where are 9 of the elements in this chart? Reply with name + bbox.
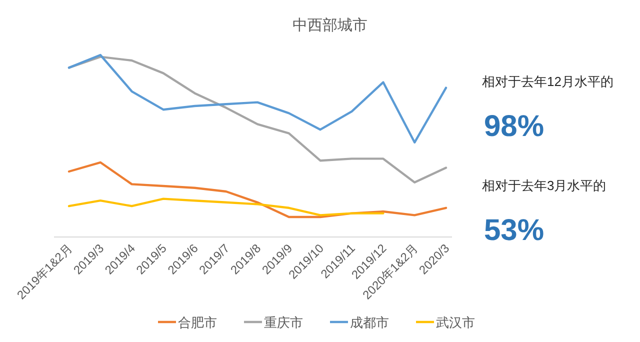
- text: 相对于去年3月水平的: [482, 178, 606, 193]
- text: 相对于去年12月水平的: [482, 74, 614, 89]
- legend-label: 重庆市: [264, 315, 303, 330]
- legend-label: 武汉市: [436, 315, 475, 330]
- legend-label: 成都市: [350, 315, 389, 330]
- chart-title: 中西部城市: [292, 17, 368, 34]
- text: 53%: [484, 214, 544, 247]
- legend-label: 合肥市: [178, 315, 217, 330]
- text: 98%: [484, 110, 544, 143]
